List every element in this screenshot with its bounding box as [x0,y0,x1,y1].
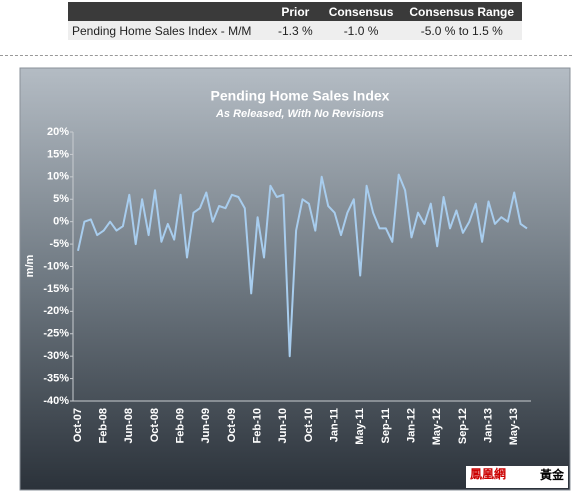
divider [0,55,572,56]
x-tick-label: Oct-09 [226,408,238,442]
header-blank [68,2,270,21]
y-tick-label: -20% [43,305,69,317]
y-axis-label: m/m [24,254,36,277]
y-tick-label: -10% [43,260,69,272]
y-tick-label: 20% [47,126,69,138]
cell: -1.0 % [320,21,402,40]
x-tick-label: Sep-11 [380,408,392,443]
row-label: Pending Home Sales Index - M/M [68,21,270,40]
x-tick-label: May-12 [431,408,443,445]
header-cell: Consensus Range [401,2,523,21]
chart-panel [19,67,571,491]
y-tick-label: -30% [43,350,69,362]
x-tick-label: Feb-09 [175,408,187,443]
y-tick-label: -35% [43,372,69,384]
consensus-table: Prior Consensus Consensus Range Pending … [68,2,523,40]
y-tick-label: -25% [43,328,69,340]
x-tick-label: Jan-13 [482,408,494,443]
logo-name: 鳳凰網 [470,466,506,481]
x-tick-label: May-13 [508,408,520,445]
chart-title: Pending Home Sales Index [211,88,390,104]
logo-box [466,466,568,488]
y-tick-label: -15% [43,283,69,295]
x-tick-label: Sep-12 [457,408,469,444]
x-tick-label: Jun-08 [123,408,135,443]
header-cell: Consensus [320,2,402,21]
data-line [77,173,528,358]
x-tick-label: Jun-10 [277,408,289,443]
header-cell: Prior [270,2,321,21]
x-tick-label: Feb-10 [252,408,264,443]
x-tick-label: Oct-08 [149,408,161,442]
x-tick-label: May-11 [354,408,366,445]
x-tick-label: Feb-08 [98,408,110,443]
cell: -1.3 % [270,21,321,40]
x-tick-label: Oct-10 [303,408,315,442]
x-tick-label: Jan-11 [328,408,340,442]
logo-tag: 黃金 [539,467,565,482]
chart-subtitle: As Released, With No Revisions [215,108,384,120]
y-tick-label: 5% [53,193,69,205]
y-tick-label: 15% [47,148,69,160]
y-tick-label: 0% [53,216,69,228]
y-tick-label: -5% [49,238,69,250]
x-tick-label: Jun-09 [200,408,212,443]
y-tick-label: 10% [47,171,69,183]
x-tick-label: Oct-07 [72,408,84,442]
y-tick-label: -40% [43,395,69,407]
cell: -5.0 % to 1.5 % [401,21,523,40]
x-tick-label: Jan-12 [405,408,417,443]
